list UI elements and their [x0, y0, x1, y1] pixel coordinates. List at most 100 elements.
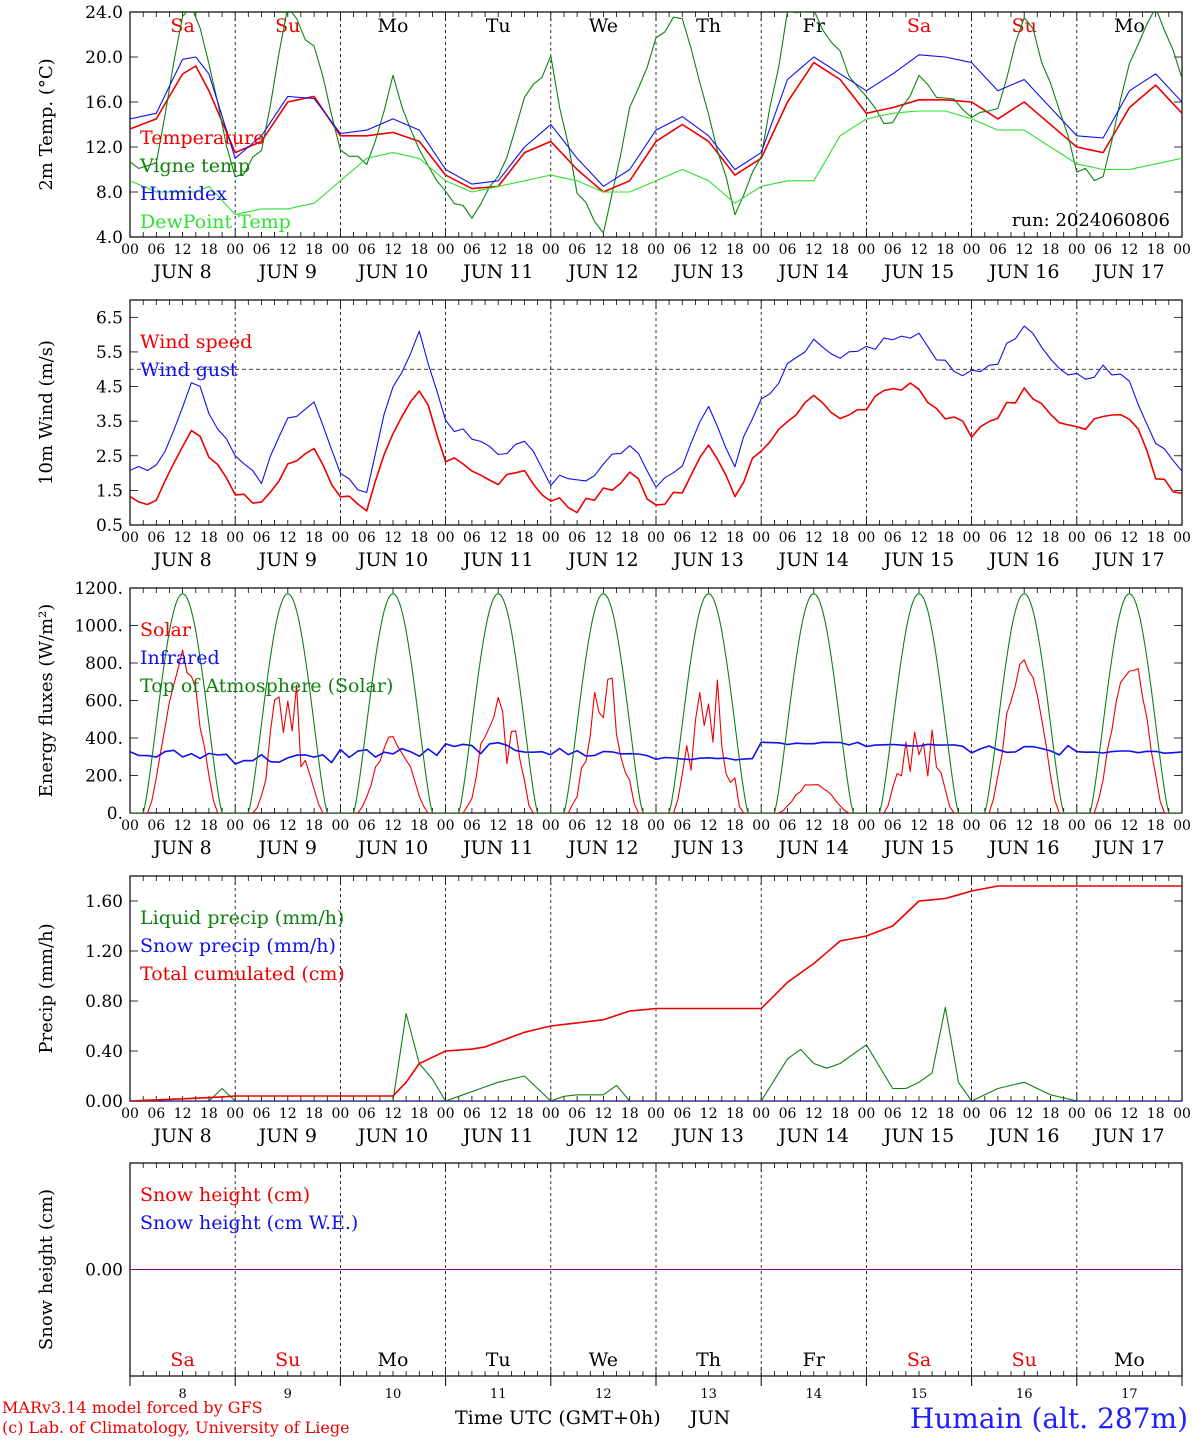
day-label: JUN 10 — [356, 261, 428, 283]
day-number-label: 15 — [911, 1387, 928, 1402]
series-line-solar — [130, 649, 1182, 813]
hour-tick-label: 06 — [568, 818, 586, 834]
hour-tick-label: 12 — [1120, 818, 1138, 834]
hour-tick-label: 18 — [621, 818, 639, 834]
legend-entry: Infrared — [140, 647, 220, 669]
hour-tick-label: 12 — [594, 242, 612, 258]
hour-tick-label: 06 — [463, 1106, 481, 1122]
hour-tick-label: 06 — [989, 530, 1007, 546]
y-tick-label: 1.60 — [85, 892, 123, 912]
hour-tick-label: 12 — [174, 530, 192, 546]
day-number-label: 17 — [1121, 1387, 1138, 1402]
hour-tick-label: 12 — [910, 242, 928, 258]
hour-tick-label: 06 — [568, 1106, 586, 1122]
y-tick-label: 0.00 — [85, 1092, 123, 1112]
hour-tick-label: 00 — [542, 530, 560, 546]
weekday-label: Sa — [170, 15, 194, 37]
plot-area — [130, 12, 1182, 234]
weekday-label: Sa — [907, 15, 931, 37]
hour-tick-label: 06 — [253, 818, 271, 834]
hour-tick-label: 18 — [1042, 530, 1060, 546]
day-label: JUN 11 — [461, 549, 533, 571]
weekday-label: We — [589, 15, 618, 37]
hour-tick-label: 06 — [989, 818, 1007, 834]
hour-tick-label: 18 — [305, 530, 323, 546]
hour-tick-label: 06 — [673, 530, 691, 546]
hour-tick-label: 12 — [594, 530, 612, 546]
series-line-wind-speed — [130, 382, 1182, 514]
hour-tick-label: 12 — [489, 242, 507, 258]
day-number-label: 9 — [284, 1387, 292, 1402]
hour-tick-label: 12 — [1120, 530, 1138, 546]
legend-entry: Temperature — [140, 127, 264, 149]
legend-entry: Snow height (cm) — [140, 1184, 310, 1206]
hour-tick-label: 12 — [489, 818, 507, 834]
hour-tick-label: 00 — [1068, 530, 1086, 546]
hour-tick-label: 12 — [910, 818, 928, 834]
day-label: JUN 13 — [671, 549, 743, 571]
day-label: JUN 8 — [151, 261, 211, 283]
hour-tick-label: 12 — [1120, 1106, 1138, 1122]
day-label: JUN 12 — [566, 549, 638, 571]
hour-tick-label: 00 — [121, 242, 139, 258]
day-label: JUN 16 — [987, 261, 1059, 283]
weekday-label: Mo — [1114, 1349, 1145, 1371]
series-line-top-of-atmosphere-solar- — [130, 593, 1182, 813]
day-label: JUN 13 — [671, 837, 743, 859]
series-line-dewpoint-temp — [130, 110, 1182, 216]
day-label: JUN 17 — [1092, 261, 1164, 283]
run-annotation: run: 2024060806 — [1012, 210, 1170, 231]
series-line-humidex — [130, 54, 1182, 187]
hour-tick-label: 18 — [1147, 530, 1165, 546]
x-ticks — [129, 876, 1183, 1101]
hour-tick-label: 18 — [516, 530, 534, 546]
hour-tick-label: 12 — [700, 1106, 718, 1122]
day-label: JUN 12 — [566, 261, 638, 283]
y-tick-label: 3.5 — [96, 412, 123, 432]
series-line-wind-gust — [130, 325, 1182, 494]
hour-tick-label: 00 — [752, 530, 770, 546]
series-line-liquid-precip-mm-h- — [130, 1006, 1182, 1101]
hour-tick-label: 18 — [200, 242, 218, 258]
hour-tick-label: 12 — [279, 242, 297, 258]
plot-area — [130, 885, 1182, 1101]
hour-tick-label: 12 — [384, 242, 402, 258]
day-number-label: 12 — [595, 1387, 612, 1402]
hour-tick-label: 06 — [568, 242, 586, 258]
panel-precip: Precip (mm/h) 0.00 0.40 0.80 1.20 1.60 00 06 12 1… — [36, 875, 1191, 1147]
hour-tick-label: 00 — [1068, 1106, 1086, 1122]
weekday-label: Sa — [907, 1349, 931, 1371]
day-label: JUN 9 — [257, 837, 317, 859]
hour-tick-label: 00 — [1173, 530, 1191, 546]
day-label: JUN 10 — [356, 837, 428, 859]
plot-frame — [129, 299, 1183, 526]
y-tick-label: 0.5 — [96, 516, 123, 536]
hour-tick-label: 06 — [779, 530, 797, 546]
hour-tick-label: 18 — [726, 818, 744, 834]
hour-tick-label: 00 — [331, 242, 349, 258]
hour-tick-label: 18 — [831, 818, 849, 834]
hour-tick-label: 06 — [673, 818, 691, 834]
hour-tick-label: 00 — [647, 242, 665, 258]
day-label: JUN 14 — [777, 549, 849, 571]
hour-tick-label: 18 — [200, 1106, 218, 1122]
hour-tick-label: 18 — [410, 530, 428, 546]
day-label: JUN 8 — [151, 549, 211, 571]
hour-tick-label: 00 — [963, 818, 981, 834]
day-label: JUN 16 — [987, 549, 1059, 571]
weekday-label: Fr — [803, 1349, 826, 1371]
hour-tick-label: 18 — [516, 1106, 534, 1122]
day-label: JUN 12 — [566, 1125, 638, 1147]
hour-tick-label: 18 — [831, 1106, 849, 1122]
hour-tick-label: 12 — [1015, 818, 1033, 834]
hour-tick-label: 00 — [1068, 242, 1086, 258]
hour-tick-label: 18 — [305, 1106, 323, 1122]
hour-tick-label: 18 — [1042, 1106, 1060, 1122]
panel-energy: Energy fluxes (W/m²) 0. 200. 400. 600. 800. 10… — [36, 579, 1191, 859]
hour-tick-label: 18 — [410, 818, 428, 834]
panel-snow: Snow height (cm) 0.00 Sa Su Mo Tu We Th Fr Sa Su Mo… — [36, 1162, 1183, 1402]
hour-tick-label: 18 — [621, 242, 639, 258]
hour-tick-label: 00 — [542, 818, 560, 834]
weekday-label: Th — [696, 1349, 721, 1371]
